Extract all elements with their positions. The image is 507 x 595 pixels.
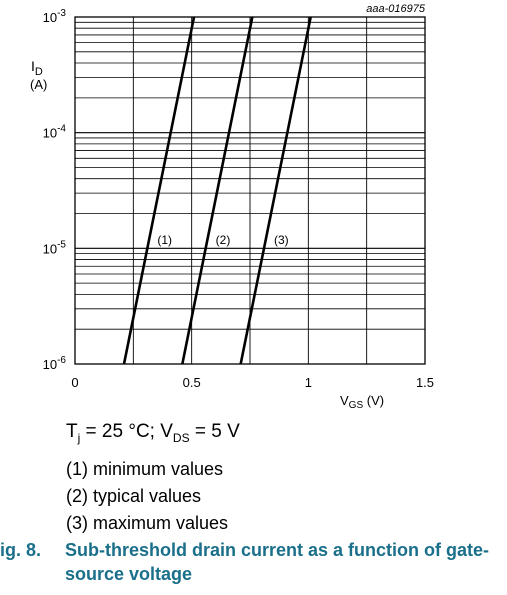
series-line-2 — [181, 16, 254, 365]
notes: Tj = 25 °C; VDS = 5 V (1) minimum values… — [66, 420, 240, 537]
curves: (1) (2) (3) — [122, 16, 312, 365]
tj-subscript: j — [77, 430, 81, 445]
series-line-3 — [239, 16, 312, 365]
tj-value: = 25 °C; — [80, 421, 161, 442]
x-tick-label: 1 — [305, 375, 312, 390]
vds-symbol: V — [160, 421, 173, 442]
x-tick-label: 0 — [71, 375, 78, 390]
figure-number: ig. 8. — [0, 540, 42, 560]
series-label-1: (1) — [157, 233, 172, 247]
series-label-3: (3) — [274, 233, 289, 247]
y-tick-label: 10-5 — [43, 239, 67, 256]
y-tick-label: 10-6 — [43, 355, 67, 372]
y-axis-unit: (A) — [30, 77, 47, 92]
x-tick-label: 1.5 — [416, 375, 434, 390]
reference-code: aaa-016975 — [366, 3, 426, 15]
vds-subscript: DS — [172, 430, 190, 445]
drain-current-chart: (1) (2) (3) 10-6 10-5 10-4 10-3 0 0.5 1 1.5 ID(A) V… — [30, 3, 434, 411]
vds-value: = 5 V — [189, 421, 240, 442]
test-conditions: Tj = 25 °C; VDS = 5 V — [66, 420, 240, 450]
y-tick-label: 10-3 — [43, 8, 67, 25]
series-line-1 — [122, 16, 196, 365]
y-tick-label: 10-4 — [43, 124, 67, 141]
figure-title: Sub-threshold drain current as a functio… — [65, 540, 490, 584]
x-axis-label: VGS (V) — [340, 393, 384, 411]
series-label-2: (2) — [216, 233, 231, 247]
plot-frame — [74, 16, 426, 365]
x-tick-label: 0.5 — [183, 375, 201, 390]
legend-typical: (2) typical values — [66, 485, 202, 506]
legend-maximum: (3) maximum values — [66, 512, 229, 533]
y-axis-label: ID — [31, 58, 43, 78]
tj-symbol: T — [66, 421, 78, 442]
legend-minimum: (1) minimum values — [66, 458, 224, 479]
axis-labels: 10-6 10-5 10-4 10-3 0 0.5 1 1.5 ID(A) VGS (V) aaa-… — [30, 3, 434, 411]
